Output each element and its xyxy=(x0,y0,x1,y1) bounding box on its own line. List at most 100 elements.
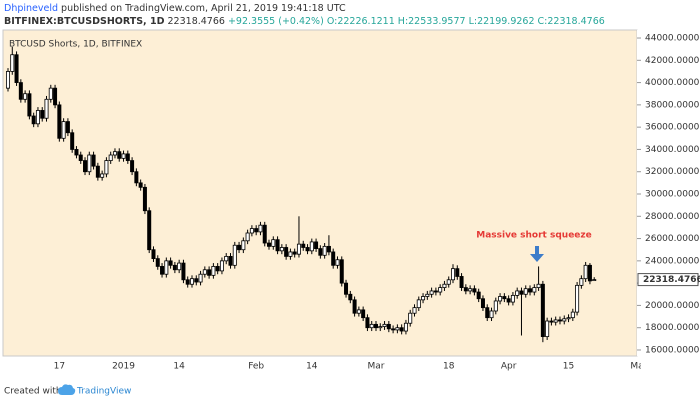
candle-body xyxy=(369,323,374,329)
candle-body xyxy=(10,54,15,72)
last-price-label: 22318.4766 xyxy=(643,275,700,285)
candle-body xyxy=(211,266,216,276)
candle-body xyxy=(142,186,147,212)
footer-brand[interactable]: TradingView xyxy=(76,387,131,397)
candle-body xyxy=(6,71,11,89)
candle-body xyxy=(151,249,156,260)
annotation: Massive short squeeze xyxy=(476,231,592,241)
candle-body xyxy=(506,298,511,303)
candle-body xyxy=(382,323,387,327)
candle-body xyxy=(386,323,391,330)
candle-body xyxy=(104,160,109,175)
candle-body xyxy=(70,132,75,150)
candle-body xyxy=(219,260,224,272)
y-tick-label: 36000.0000 xyxy=(645,123,700,133)
candle-body xyxy=(318,248,323,256)
candle-body xyxy=(446,279,451,285)
candle-body xyxy=(232,244,237,266)
candle-body xyxy=(528,288,533,293)
candle-body xyxy=(254,228,259,233)
candle-body xyxy=(502,296,507,300)
candle-body xyxy=(215,266,220,272)
author[interactable]: Dhpineveld xyxy=(4,3,58,14)
candles xyxy=(6,46,597,343)
candle-body xyxy=(172,264,177,271)
candle-body xyxy=(27,93,32,117)
candle-body xyxy=(378,326,383,329)
candle-body xyxy=(421,296,426,301)
candle-body xyxy=(352,299,357,314)
y-tick-label: 26000.0000 xyxy=(645,234,700,244)
low: L:22199.9262 xyxy=(469,16,535,27)
candle-body xyxy=(399,327,404,332)
candle-body xyxy=(451,268,456,281)
candle-body xyxy=(485,307,490,319)
symbol-line: BITFINEX:BTCUSDSHORTS, 1D 22318.4766 +92… xyxy=(4,16,605,27)
candle-body xyxy=(463,287,468,292)
candle-body xyxy=(198,273,203,283)
x-tick-label: 14 xyxy=(306,362,318,372)
candle-body xyxy=(14,54,19,83)
candle-body xyxy=(177,262,182,271)
y-tick-label: 28000.0000 xyxy=(645,212,700,222)
candle-body xyxy=(100,173,105,178)
candle-body xyxy=(553,319,558,323)
candle-body xyxy=(57,104,62,139)
candle-body xyxy=(326,245,331,253)
candle-body xyxy=(391,328,396,331)
candle-body xyxy=(468,288,473,292)
candle-body xyxy=(258,224,263,233)
candle-body xyxy=(288,251,293,257)
y-tick-label: 40000.0000 xyxy=(645,78,700,88)
candle-body xyxy=(536,283,541,288)
candle-body xyxy=(335,259,340,266)
x-tick-label: 2019 xyxy=(112,362,135,372)
candle-body xyxy=(147,210,152,251)
plot-area xyxy=(2,29,638,357)
candle-body xyxy=(562,318,567,322)
candle-body xyxy=(498,296,503,302)
candle-body xyxy=(566,317,571,320)
candle-body xyxy=(53,87,58,106)
candle-body xyxy=(78,154,83,161)
candle-body xyxy=(408,312,413,324)
candle-body xyxy=(322,245,327,256)
candle-body xyxy=(348,293,353,301)
x-tick-label: Ma xyxy=(630,362,643,372)
candle-body xyxy=(262,224,267,244)
candle-body xyxy=(267,242,272,247)
candle-body xyxy=(160,266,165,275)
x-tick-label: Feb xyxy=(248,362,264,372)
brand-logo[interactable] xyxy=(58,384,76,395)
candle-body xyxy=(237,244,242,251)
candle-body xyxy=(168,260,173,266)
x-tick-label: Mar xyxy=(367,362,384,372)
candle-body xyxy=(532,287,537,293)
candle-body xyxy=(429,290,434,295)
x-tick-label: 14 xyxy=(173,362,185,372)
candle-body xyxy=(455,268,460,277)
candle-body xyxy=(189,278,194,285)
candle-body xyxy=(35,110,40,125)
x-tick-label: 15 xyxy=(563,362,574,372)
candle-body xyxy=(279,247,284,252)
candle-body xyxy=(44,98,49,119)
candle-body xyxy=(117,151,122,159)
candle-body xyxy=(523,288,528,295)
x-tick-label: 17 xyxy=(54,362,65,372)
annotation-arrow xyxy=(530,246,544,262)
candle-body xyxy=(493,300,498,312)
candle-body xyxy=(515,290,520,296)
candle-body xyxy=(583,264,588,280)
candle-body xyxy=(331,251,336,266)
candle-body xyxy=(83,160,88,173)
candle-body xyxy=(108,154,113,161)
candle-body xyxy=(416,299,421,309)
candle-body xyxy=(48,87,53,100)
candle-body xyxy=(592,279,597,282)
candle-body xyxy=(65,121,70,134)
y-tick-label: 32000.0000 xyxy=(645,167,700,177)
chart-title: BTCUSD Shorts, 1D, BITFINEX xyxy=(9,40,142,50)
candle-body xyxy=(40,110,45,119)
symbol: BITFINEX:BTCUSDSHORTS, 1D xyxy=(4,16,165,27)
